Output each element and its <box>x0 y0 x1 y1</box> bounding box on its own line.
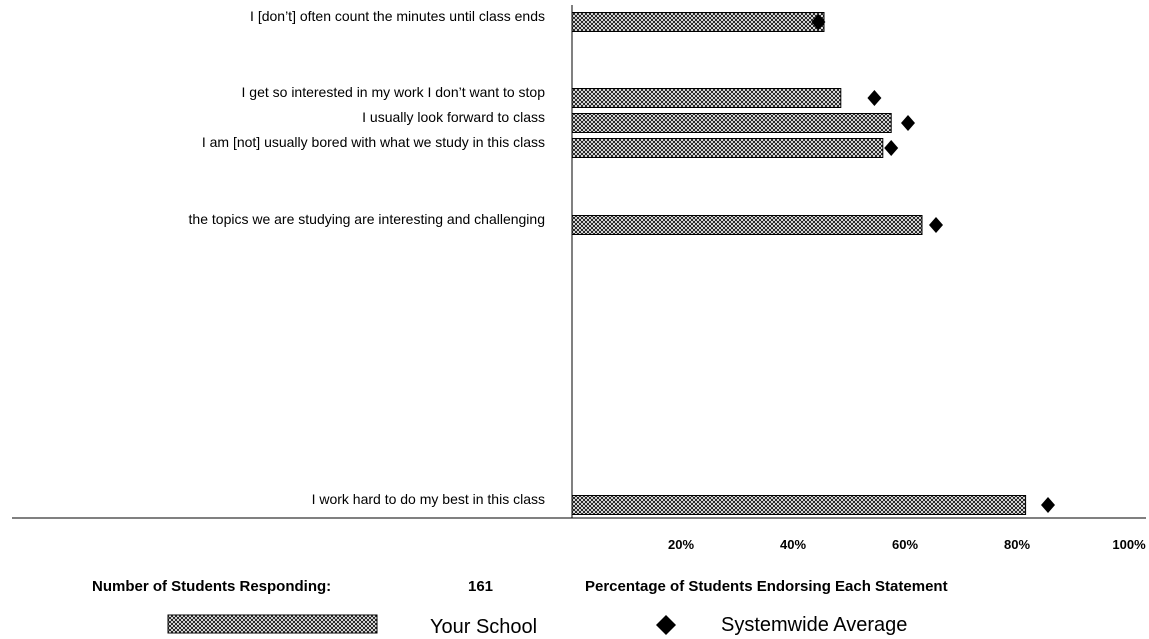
marker-systemwide-average <box>884 140 899 156</box>
marker-systemwide-average <box>1041 497 1055 513</box>
bar-your-school <box>571 88 842 108</box>
category-label: I usually look forward to class <box>362 109 545 125</box>
bar-your-school <box>571 138 884 158</box>
bar-your-school <box>571 12 825 32</box>
category-label: the topics we are studying are interesti… <box>189 211 545 227</box>
respondents-label: Number of Students Responding: <box>92 578 331 595</box>
x-tick-label: 100% <box>1112 537 1146 552</box>
x-tick-label: 60% <box>892 537 918 552</box>
category-labels: I [don’t] often count the minutes until … <box>189 8 546 507</box>
x-tick-label: 20% <box>668 537 694 552</box>
legend-systemwide-label: Systemwide Average <box>721 614 907 636</box>
marker-systemwide-average <box>867 90 882 106</box>
bar-your-school <box>571 495 1027 515</box>
respondents-count: 161 <box>468 578 493 595</box>
category-label: I work hard to do my best in this class <box>312 491 545 507</box>
x-axis-title: Percentage of Students Endorsing Each St… <box>585 578 948 595</box>
marker-systemwide-average <box>901 115 915 131</box>
legend-systemwide-marker <box>656 615 676 635</box>
bar-your-school <box>571 113 892 133</box>
x-tick-labels: 20% 40% 60% 80% 100% <box>668 537 1146 552</box>
marker-systemwide-average <box>929 217 943 233</box>
markers-layer <box>811 14 1055 513</box>
category-label: I get so interested in my work I don’t w… <box>242 84 546 100</box>
category-label: I [don’t] often count the minutes until … <box>250 8 545 24</box>
legend-your-school-swatch <box>167 614 378 634</box>
bars-layer <box>571 12 1027 515</box>
legend-your-school-label: Your School <box>430 616 537 638</box>
marker-systemwide-average <box>811 14 826 30</box>
bar-your-school <box>571 215 923 235</box>
x-tick-label: 80% <box>1004 537 1030 552</box>
category-label: I am [not] usually bored with what we st… <box>202 134 545 150</box>
x-tick-label: 40% <box>780 537 806 552</box>
